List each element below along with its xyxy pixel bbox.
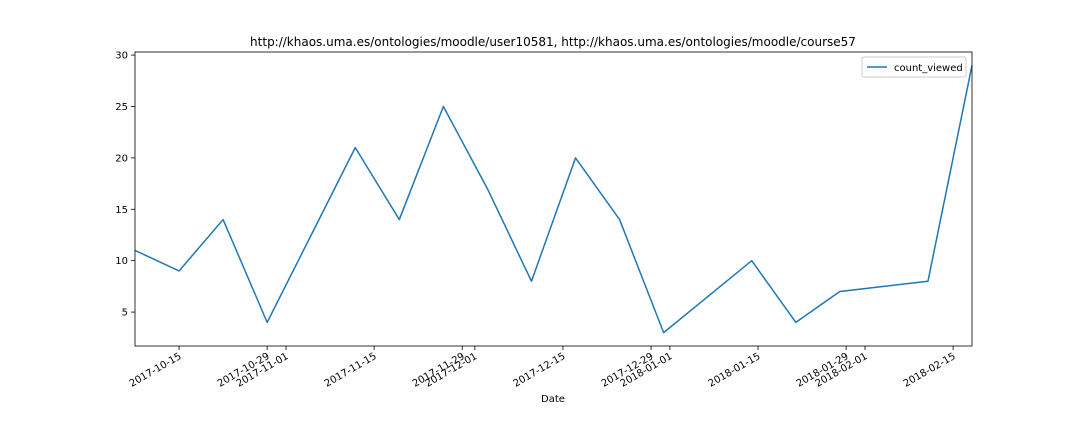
- y-tick-label: 10: [115, 256, 128, 267]
- x-axis-label: Date: [541, 394, 565, 405]
- x-tick-label: 2018-02-15: [902, 351, 958, 390]
- y-tick-label: 15: [115, 205, 128, 216]
- y-tick-label: 5: [122, 308, 128, 319]
- legend-box: [861, 56, 967, 78]
- plot-frame: [134, 51, 973, 347]
- y-axis: 5 10 15 20 25 30: [115, 51, 135, 319]
- legend: count_viewed: [861, 56, 967, 78]
- y-tick-label: 25: [115, 102, 128, 113]
- series-layer: [134, 65, 973, 334]
- x-tick-label: 2018-01-15: [707, 351, 763, 390]
- y-tick-label: 20: [115, 153, 128, 164]
- x-tick-label: 2017-12-15: [512, 351, 568, 390]
- x-tick-label: 2017-11-15: [323, 351, 379, 390]
- series-line-count_viewed: [134, 65, 973, 334]
- legend-label: count_viewed: [894, 63, 963, 74]
- y-tick-label: 30: [115, 51, 128, 62]
- chart-title: http://khaos.uma.es/ontologies/moodle/us…: [250, 35, 856, 49]
- x-tick-label: 2017-10-15: [128, 351, 184, 390]
